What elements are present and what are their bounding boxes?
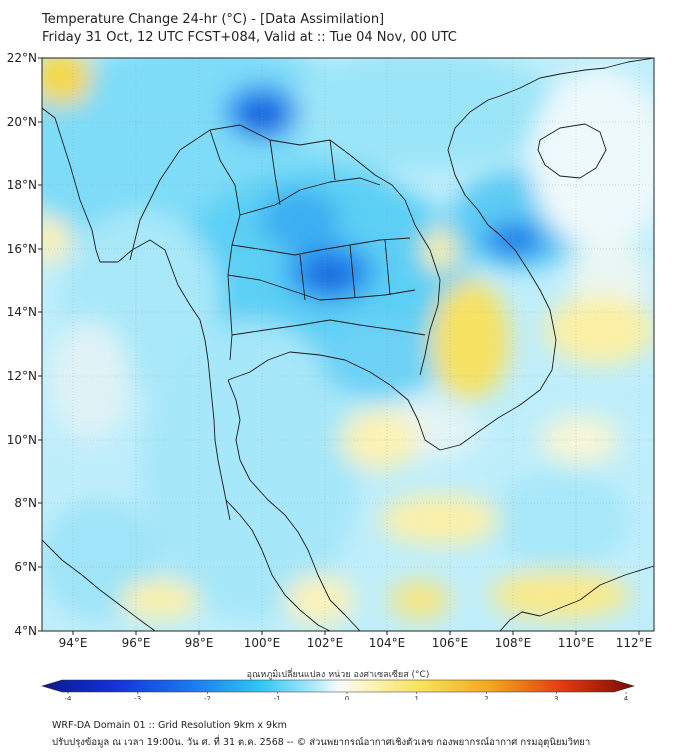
temperature-field [42, 58, 654, 631]
colorbar-tick-label: 3 [554, 695, 558, 700]
lat-label: 22°N [7, 51, 37, 65]
map-figure: 22°N 20°N 18°N 16°N 14°N 12°N 10°N 8°N 6… [7, 51, 655, 700]
lon-label: 112°E [616, 636, 653, 650]
lat-labels: 22°N 20°N 18°N 16°N 14°N 12°N 10°N 8°N 6… [7, 51, 37, 638]
colorbar-ticks: -4 -3 -2 -1 0 1 2 3 4 [65, 692, 629, 700]
colorbar-tick-label: -2 [204, 695, 211, 700]
lat-label: 18°N [7, 178, 37, 192]
lat-label: 8°N [14, 496, 37, 510]
lon-label: 98°E [185, 636, 214, 650]
colorbar-tick-label: 4 [624, 695, 629, 700]
chart-title: Temperature Change 24-hr (°C) - [Data As… [42, 12, 385, 27]
lon-label: 96°E [122, 636, 151, 650]
lat-label: 12°N [7, 369, 37, 383]
lon-label: 94°E [59, 636, 88, 650]
lon-label: 108°E [495, 636, 532, 650]
colorbar: -4 -3 -2 -1 0 1 2 3 4 [40, 679, 636, 700]
coastlines [42, 58, 654, 631]
footer-model-info: WRF-DA Domain 01 :: Grid Resolution 9km … [52, 720, 287, 731]
colorbar-tick-label: 0 [345, 695, 349, 700]
lat-ticks [38, 57, 42, 632]
lon-labels: 94°E 96°E 98°E 100°E 102°E 104°E 106°E 1… [59, 636, 653, 650]
lon-ticks [72, 631, 640, 635]
lat-label: 16°N [7, 242, 37, 256]
lon-label: 104°E [369, 636, 406, 650]
lon-label: 110°E [558, 636, 595, 650]
colorbar-tick-label: 1 [415, 695, 419, 700]
lat-label: 20°N [7, 115, 37, 129]
lon-label: 102°E [307, 636, 344, 650]
lat-label: 14°N [7, 305, 37, 319]
colorbar-tick-label: 2 [484, 695, 488, 700]
map-frame [41, 57, 655, 632]
footer-credit: ปรับปรุงข้อมูล ณ เวลา 19:00น. วัน ศ. ที่… [52, 737, 591, 748]
lat-label: 4°N [14, 624, 37, 638]
lat-label: 10°N [7, 433, 37, 447]
chart-subtitle: Friday 31 Oct, 12 UTC FCST+084, Valid at… [42, 30, 457, 45]
gridlines [42, 58, 654, 631]
colorbar-tick-label: -4 [65, 695, 73, 700]
colorbar-tick-label: -1 [274, 695, 281, 700]
lat-label: 6°N [14, 560, 37, 574]
lon-label: 106°E [432, 636, 469, 650]
colorbar-label: อุณหภูมิเปลี่ยนแปลง หน่วย องศาเซลเซียส (… [246, 670, 430, 680]
lon-label: 100°E [244, 636, 281, 650]
colorbar-tick-label: -3 [134, 695, 141, 700]
colorbar-bar [40, 679, 636, 693]
